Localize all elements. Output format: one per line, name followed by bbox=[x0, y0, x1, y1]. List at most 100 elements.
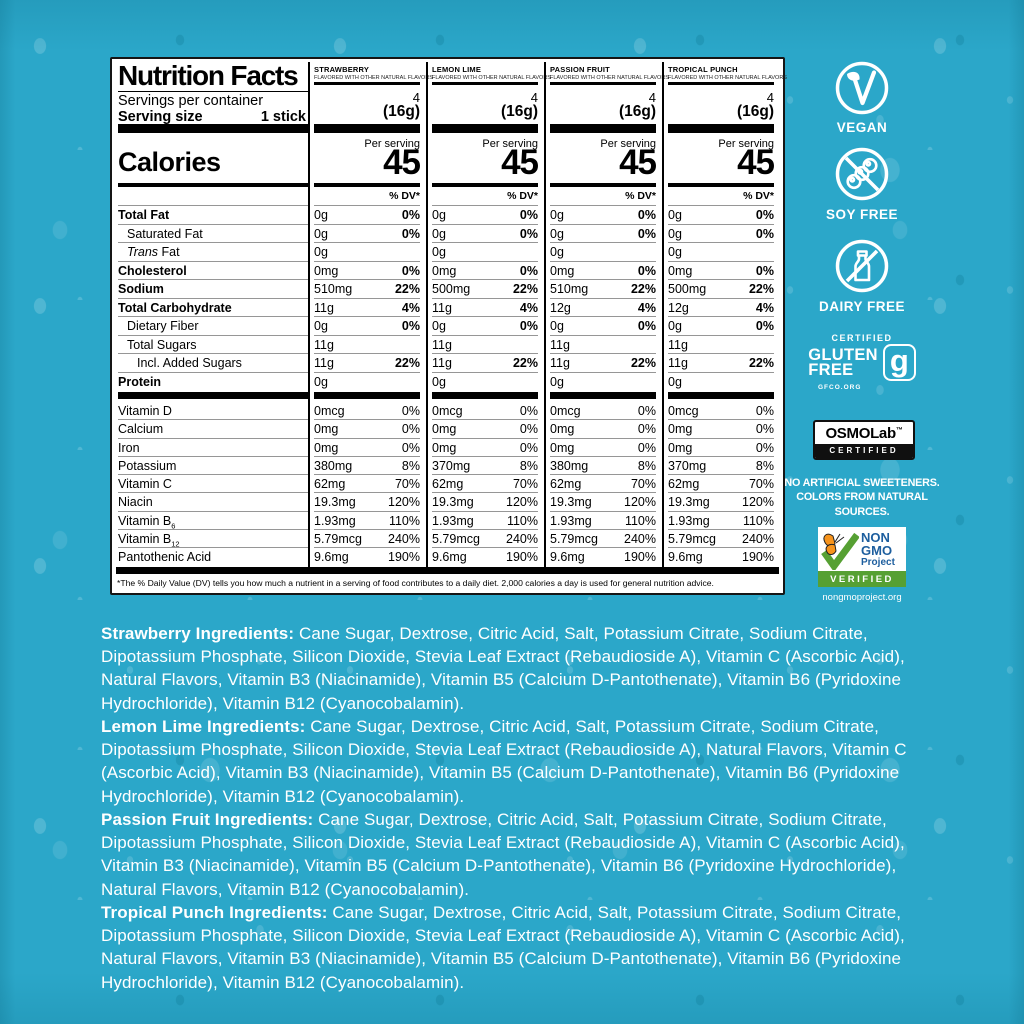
serving-weight: (16g) bbox=[618, 103, 656, 120]
vitamin-daily-value: 0% bbox=[755, 422, 774, 437]
claim-no-artificial-sweeteners: NO ARTIFICIAL SWEETENERS. bbox=[784, 477, 940, 489]
vitamin-amount: 1.93mg bbox=[432, 513, 474, 528]
vitamin-amount: 19.3mg bbox=[432, 495, 474, 510]
vitamin-amount: 9.6mg bbox=[314, 550, 349, 565]
nutrient-daily-value: 0% bbox=[637, 226, 656, 241]
trademark-symbol: ™ bbox=[895, 427, 903, 434]
vitamin-value-row: 0mcg 0% bbox=[432, 402, 538, 421]
nutrient-amount: 11g bbox=[432, 300, 452, 315]
nutrient-value-row: 510mg 22% bbox=[314, 279, 420, 298]
vitamin-value-row: 0mcg 0% bbox=[668, 402, 774, 421]
vitamin-daily-value: 110% bbox=[388, 513, 420, 528]
medium-bar bbox=[668, 183, 774, 187]
vitamin-row-label: Calcium bbox=[118, 420, 308, 439]
nutrient-amount: 0g bbox=[550, 208, 564, 222]
vitamin-value-row: 1.93mg 110% bbox=[314, 512, 420, 531]
medium-bar bbox=[314, 183, 420, 187]
flavor-subtitle: FLAVORED WITH OTHER NATURAL FLAVORS bbox=[314, 74, 433, 81]
nutrient-daily-value: 22% bbox=[394, 356, 420, 370]
ingredients-heading: Strawberry Ingredients: bbox=[101, 624, 295, 643]
nutrient-daily-value: 0% bbox=[755, 226, 774, 241]
per-serving-label: Per serving bbox=[718, 138, 774, 150]
vitamin-subscript: 12 bbox=[171, 539, 180, 549]
column-divider bbox=[308, 62, 310, 567]
nutrient-amount: 11g bbox=[550, 337, 570, 352]
osmo-brand-text: OSMOLab bbox=[825, 425, 896, 442]
vitamin-value-row: 0mg 0% bbox=[550, 439, 656, 457]
vitamin-name: Iron bbox=[118, 440, 140, 455]
vitamin-daily-value: 120% bbox=[388, 495, 420, 510]
nutrient-daily-value: 0% bbox=[755, 208, 774, 222]
vitamin-value-row: 370mg 8% bbox=[432, 457, 538, 476]
vitamin-amount: 1.93mg bbox=[668, 513, 710, 528]
vitamin-amount: 0mg bbox=[550, 440, 575, 455]
vitamin-value-rows: 0mcg 0% 0mg 0% 0mg 0% 380mg 8% 62mg 70% 19.3mg 120%… bbox=[550, 402, 656, 567]
nutrient-amount: 12g bbox=[550, 300, 571, 315]
non-gmo-top: NON GMO Project bbox=[818, 527, 906, 571]
vitamin-value-row: 9.6mg 190% bbox=[550, 548, 656, 566]
non-gmo-verified-bar: VERIFIED bbox=[818, 571, 906, 587]
nutrient-daily-value: 0% bbox=[755, 263, 774, 278]
nutrient-value-row: 11g bbox=[432, 334, 538, 354]
nutrient-amount: 0g bbox=[668, 319, 682, 333]
serving-weight: (16g) bbox=[736, 103, 774, 120]
vitamin-daily-value: 240% bbox=[506, 532, 538, 547]
thick-bar bbox=[314, 124, 420, 133]
vitamin-value-row: 19.3mg 120% bbox=[550, 493, 656, 512]
vitamin-value-row: 19.3mg 120% bbox=[668, 493, 774, 512]
nutrient-row-label: Trans Fat bbox=[118, 242, 308, 261]
vitamin-amount: 5.79mcg bbox=[550, 532, 598, 547]
vitamin-value-row: 19.3mg 120% bbox=[314, 493, 420, 512]
nutrient-value-row: 11g 4% bbox=[314, 297, 420, 317]
soy-free-label: SOY FREE bbox=[825, 207, 899, 222]
nutrient-amount: 0g bbox=[550, 374, 564, 389]
vitamin-value-row: 62mg 70% bbox=[550, 475, 656, 494]
vitamin-value-row: 5.79mcg 240% bbox=[668, 530, 774, 549]
nutrient-amount: 0g bbox=[314, 245, 328, 259]
medium-bar bbox=[432, 183, 538, 187]
nutrient-daily-value: 0% bbox=[519, 263, 538, 278]
nutrient-value-rows: 0g 0% 0g 0% 0g 0mg 0% 510mg 22% 12g 4% 0g 0% 11g 11g 22… bbox=[550, 205, 656, 390]
dv-header: % DV* bbox=[743, 190, 774, 202]
nutrient-amount: 510mg bbox=[314, 282, 353, 296]
vitamin-name: Niacin bbox=[118, 495, 153, 510]
nutrient-amount: 0g bbox=[550, 245, 564, 259]
vitamin-amount: 370mg bbox=[432, 458, 471, 473]
thick-bar bbox=[118, 124, 308, 133]
nutrient-daily-value: 22% bbox=[630, 356, 656, 370]
nutrient-daily-value: 4% bbox=[637, 300, 656, 315]
flavor-column-tropical-punch: TROPICAL PUNCH FLAVORED WITH OTHER NATURA… bbox=[668, 59, 787, 593]
vitamin-value-row: 0mcg 0% bbox=[550, 402, 656, 421]
nutrition-facts-title: Nutrition Facts bbox=[118, 60, 299, 91]
medium-bar bbox=[118, 183, 308, 187]
vitamin-amount: 0mcg bbox=[550, 404, 581, 418]
vitamin-amount: 62mg bbox=[550, 477, 582, 492]
flavor-column-passion-fruit: PASSION FRUIT FLAVORED WITH OTHER NATURAL… bbox=[550, 59, 669, 593]
nutrient-row-label: Total Carbohydrate bbox=[118, 297, 308, 317]
vitamin-amount: 0mg bbox=[314, 440, 339, 455]
nutrient-amount: 510mg bbox=[550, 282, 589, 296]
nutrient-value-rows: 0g 0% 0g 0% 0g 0mg 0% 510mg 22% 11g 4% 0g 0% 11g 11g 22… bbox=[314, 205, 420, 390]
vitamin-daily-value: 190% bbox=[506, 550, 538, 565]
column-divider bbox=[426, 62, 428, 567]
nutrient-value-row: 11g 22% bbox=[668, 353, 774, 372]
vitamin-amount: 5.79mcg bbox=[314, 532, 362, 547]
calories-value: 45 bbox=[737, 143, 775, 182]
vitamin-value-row: 9.6mg 190% bbox=[432, 548, 538, 566]
dv-header: % DV* bbox=[389, 190, 420, 202]
nutrient-value-row: 11g 4% bbox=[432, 297, 538, 317]
nutrient-amount: 0g bbox=[314, 374, 328, 389]
ingredients-strawberry: Strawberry Ingredients: Cane Sugar, Dext… bbox=[101, 622, 935, 715]
nutrient-row-label: Cholesterol bbox=[118, 260, 308, 280]
nutrient-daily-value: 22% bbox=[748, 356, 774, 370]
vitamin-daily-value: 0% bbox=[519, 422, 538, 437]
nutrient-daily-value: 0% bbox=[401, 319, 420, 333]
nutrient-amount: 11g bbox=[432, 356, 452, 370]
vitamin-value-rows: 0mcg 0% 0mg 0% 0mg 0% 370mg 8% 62mg 70% 19.3mg 120%… bbox=[432, 402, 538, 567]
nutrient-value-row: 0g 0% bbox=[432, 205, 538, 224]
vitamin-amount: 5.79mcg bbox=[668, 532, 716, 547]
non-gmo-project-verified-badge: NON GMO Project VERIFIED bbox=[818, 527, 906, 587]
nutrient-amount: 11g bbox=[314, 337, 334, 352]
nutrient-amount: 11g bbox=[314, 300, 334, 315]
